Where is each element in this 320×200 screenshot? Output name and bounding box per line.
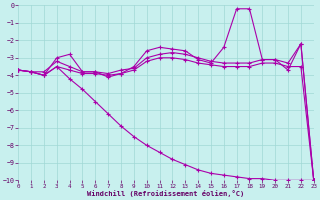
- X-axis label: Windchill (Refroidissement éolien,°C): Windchill (Refroidissement éolien,°C): [87, 190, 244, 197]
